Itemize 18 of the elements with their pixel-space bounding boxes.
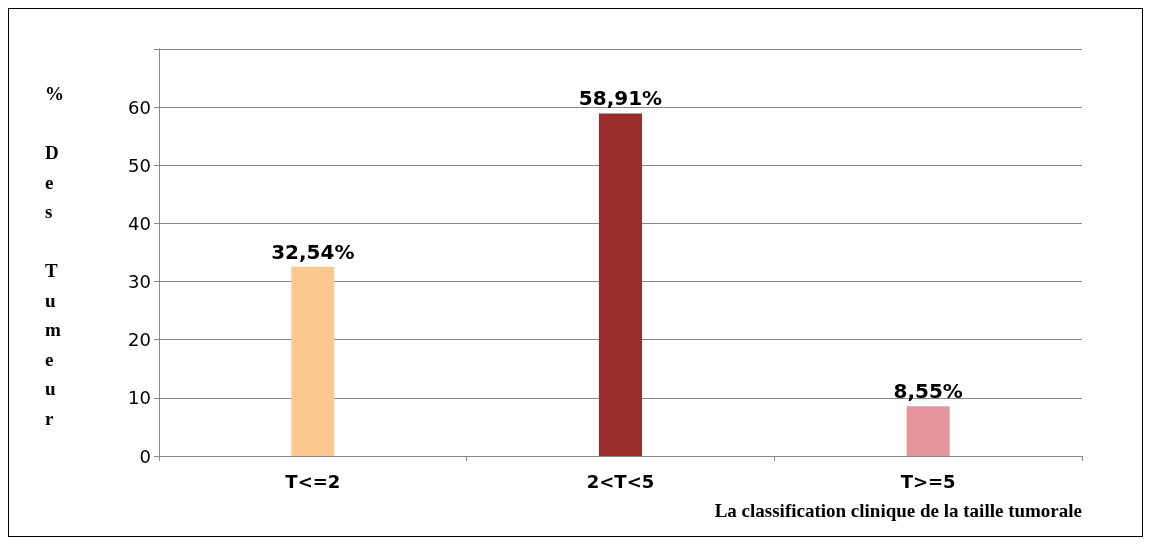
x-axis-title: La classification clinique de la taille tumorale [714, 500, 1082, 521]
y-tick-label: 50 [128, 154, 151, 176]
x-tick-label: T<=2 [285, 470, 341, 492]
y-tick-label: 40 [128, 212, 151, 234]
y-tick-label: 0 [139, 445, 151, 467]
data-label: 8,55% [893, 379, 963, 404]
data-label: 58,91% [578, 86, 663, 111]
text: % Des Tumeur [45, 83, 64, 429]
y-tick-label: 60 [128, 96, 151, 118]
y-tick-label: 30 [128, 271, 151, 293]
x-tick-label: T>=5 [900, 470, 956, 492]
bar [598, 113, 643, 456]
y-tick-label: 20 [128, 329, 151, 351]
x-tick-label: 2<T<5 [586, 470, 655, 492]
y-tick-label: 10 [128, 387, 151, 409]
data-label: 32,54% [271, 239, 355, 264]
bar [906, 406, 950, 456]
bar [291, 266, 335, 456]
